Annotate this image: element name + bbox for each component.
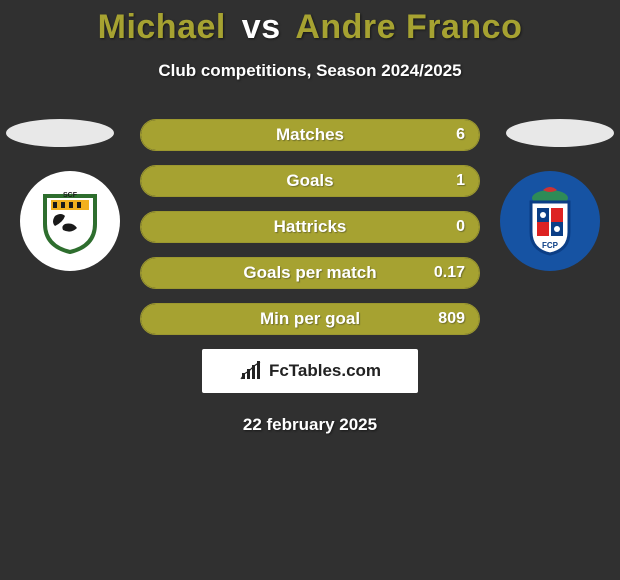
- branding-text: FcTables.com: [269, 361, 381, 381]
- branding-badge: FcTables.com: [202, 349, 418, 393]
- stat-label: Goals: [141, 166, 479, 196]
- left-player-oval: [6, 119, 114, 147]
- shield-icon: SCF: [35, 186, 105, 256]
- right-player-oval: [506, 119, 614, 147]
- stat-label: Min per goal: [141, 304, 479, 334]
- shield-icon: FCP: [513, 184, 587, 258]
- stat-value: 1: [456, 166, 465, 196]
- svg-text:SCF: SCF: [63, 192, 78, 199]
- stat-value: 809: [438, 304, 465, 334]
- title-player1: Michael: [98, 8, 226, 46]
- stat-value: 6: [456, 120, 465, 150]
- title-vs: vs: [242, 8, 281, 46]
- subtitle: Club competitions, Season 2024/2025: [0, 61, 620, 81]
- stat-row: Hattricks 0: [140, 211, 480, 243]
- stat-label: Matches: [141, 120, 479, 150]
- bar-chart-icon: [239, 359, 263, 383]
- title-player2: Andre Franco: [295, 8, 522, 46]
- stats-rows: Matches 6 Goals 1 Hattricks 0 Goals per …: [140, 119, 480, 335]
- stat-row: Goals 1: [140, 165, 480, 197]
- svg-text:FCP: FCP: [542, 241, 559, 250]
- stat-row: Min per goal 809: [140, 303, 480, 335]
- stat-row: Goals per match 0.17: [140, 257, 480, 289]
- page-date: 22 february 2025: [0, 415, 620, 435]
- stat-value: 0: [456, 212, 465, 242]
- stat-value: 0.17: [434, 258, 465, 288]
- page-title: Michael vs Andre Franco: [0, 0, 620, 47]
- main-area: SCF FCP Matches 6 Goals 1: [0, 119, 620, 435]
- stat-label: Hattricks: [141, 212, 479, 242]
- left-club-crest: SCF: [20, 171, 120, 271]
- stat-label: Goals per match: [141, 258, 479, 288]
- stat-row: Matches 6: [140, 119, 480, 151]
- right-club-crest: FCP: [500, 171, 600, 271]
